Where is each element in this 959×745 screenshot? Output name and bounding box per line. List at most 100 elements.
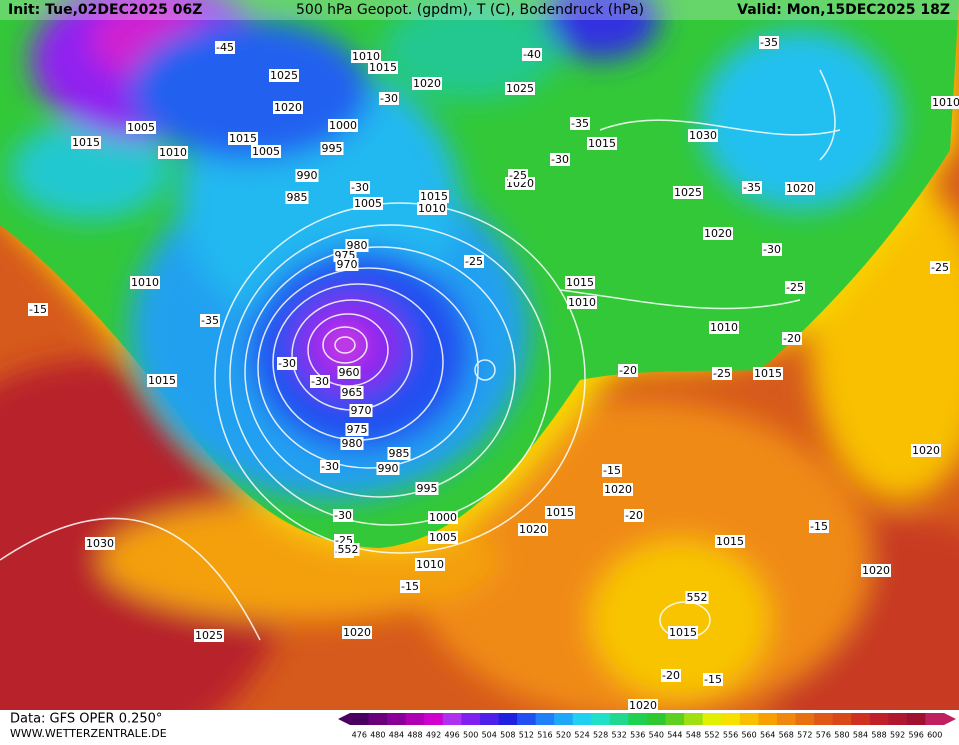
colorbar-label: 576 [816,731,831,740]
colorbar-label: 488 [407,731,422,740]
isobar-label-box [130,276,160,289]
temperature-label: -30 [351,181,369,194]
temperature-label-box [570,117,590,130]
isobar-label: 1005 [252,145,280,158]
temperature-label-box [809,520,829,533]
temperature-label-box [712,367,732,380]
isobar-label-box [368,61,398,74]
title: 500 hPa Geopot. (gpdm), T (C), Bodendruc… [296,2,644,18]
isobar-label-box [428,531,458,544]
colorbar-swatch [665,713,685,725]
isobar-label: 1005 [354,197,382,210]
colorbar-swatch [572,713,592,725]
colorbar-label: 584 [853,731,868,740]
temperature-label-box [508,169,528,182]
temperature-label-box [320,460,340,473]
colorbar-swatch [758,713,778,725]
colorbar-swatch [739,713,759,725]
colorbar-label: 544 [667,731,682,740]
colorbar-swatch [684,713,704,725]
isobar-label-box [126,121,156,134]
colorbar-label: 512 [519,731,534,740]
colorbar-label: 552 [704,731,719,740]
colorbar-swatch [869,713,889,725]
valid-label: Valid: Mon,15DEC2025 18Z [737,2,950,18]
colorbar-label: 524 [574,731,589,740]
isobar-label-box [565,276,595,289]
colorbar-label: 508 [500,731,515,740]
colorbar-swatch [405,713,425,725]
temperature-label-box [602,464,622,477]
isobar-label-box [340,386,364,399]
isobar-label-box [415,482,439,495]
isobar-label: 1015 [588,137,616,150]
isobar-label-box [603,483,633,496]
temperature-label: -30 [380,92,398,105]
isobar-label-box [703,227,733,240]
colorbar-label: 596 [909,731,924,740]
temperature-label: -30 [278,357,296,370]
colorbar-swatch [554,713,574,725]
isobar-label-box [269,69,299,82]
isobar-label: 1010 [418,202,446,215]
temperature-label: -15 [704,673,722,686]
temperature-label-box [400,580,420,593]
temperature-label: -15 [810,520,828,533]
temperature-label: -20 [662,669,680,682]
isobar-label-box [228,132,258,145]
colorbar-label: 528 [593,731,608,740]
isobar-label: 1020 [629,699,657,712]
isobar-label: 1005 [127,121,155,134]
isobar-label: 1020 [604,483,632,496]
colorbar-swatch [609,713,629,725]
temperature-label-box [336,543,360,556]
isobar-label-box [85,537,115,550]
colorbar-label: 520 [556,731,571,740]
temperature-label: -30 [551,153,569,166]
colorbar-swatch [498,713,518,725]
temperature-label-box [550,153,570,166]
temperature-label: 552 [338,543,359,556]
isobar-label-box [387,447,411,460]
isobar-label: 1025 [195,629,223,642]
isobar-label-box [335,258,359,271]
isobar-label-box [911,444,941,457]
isobar-label: 1010 [568,296,596,309]
isobar-label-box [861,564,891,577]
temperature-label: -25 [931,261,949,274]
temperature-label-box [782,332,802,345]
isobar-label: 980 [342,437,363,450]
temperature-label: -35 [760,36,778,49]
temperature-label-box [685,591,709,604]
temperature-label: -15 [29,303,47,316]
isobar-label-box [345,423,369,436]
colorbar-swatch [461,713,481,725]
temperature-label: -25 [786,281,804,294]
temperature-label-box [277,357,297,370]
isobar-label: 985 [389,447,410,460]
isobar-label: 1015 [566,276,594,289]
colorbar-swatch [517,713,537,725]
temperature-label: -25 [713,367,731,380]
isobar-label: 960 [339,366,360,379]
temperature-label-box [759,36,779,49]
isobar-label-box [419,190,449,203]
isobar-label: 990 [378,462,399,475]
colorbar-swatch [721,713,741,725]
colorbar-swatch [387,713,407,725]
isobar-label-box [785,182,815,195]
isobar-label-box [518,523,548,536]
colorbar-label: 564 [760,731,775,740]
temperature-label-box [785,281,805,294]
isobar-label-box [251,145,281,158]
isobar-label: 1015 [716,535,744,548]
isobar-label: 1020 [343,626,371,639]
isobar-label: 1025 [674,186,702,199]
isobar-label: 1015 [546,506,574,519]
temperature-label: -20 [783,332,801,345]
isobar-label-box [753,367,783,380]
isobar-label: 1020 [704,227,732,240]
temperature-label-box [350,181,370,194]
colorbar-swatch [906,713,926,725]
